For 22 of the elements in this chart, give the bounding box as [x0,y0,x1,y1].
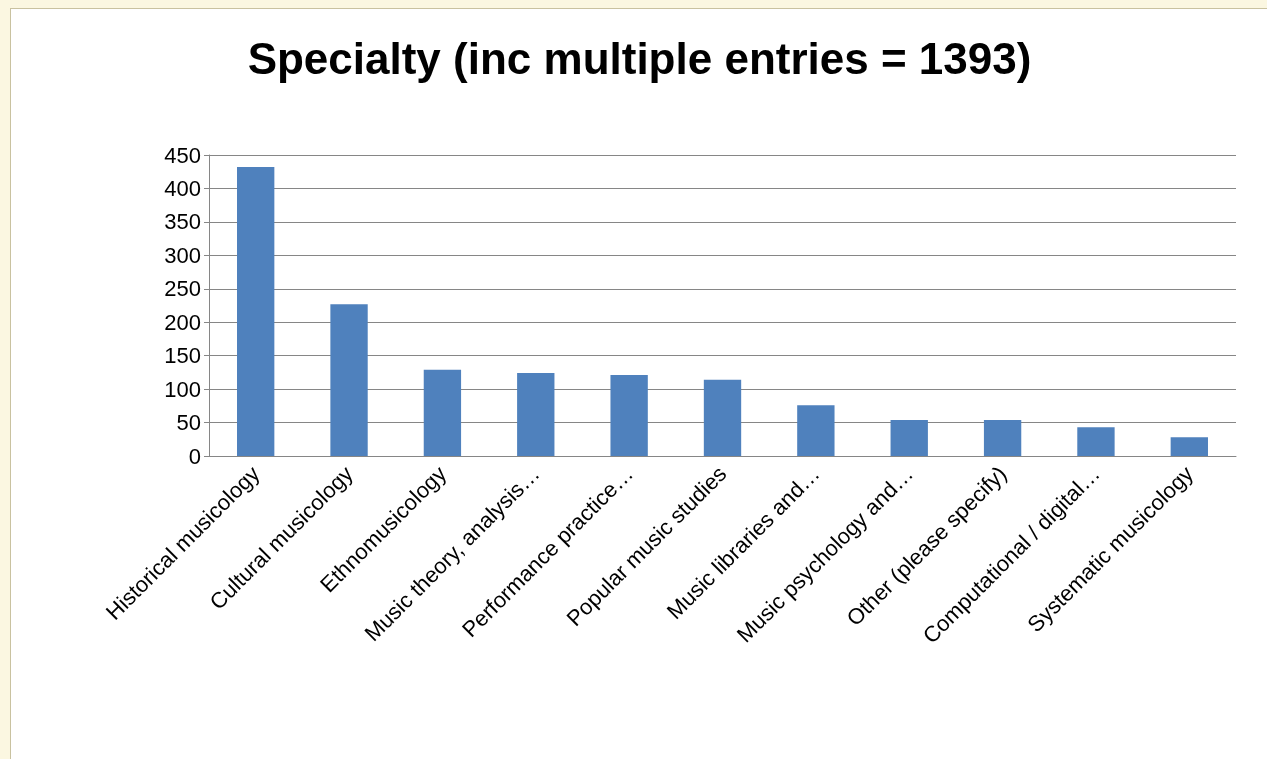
bar [423,369,462,456]
y-tick-label: 150 [164,343,201,369]
y-tick-label: 450 [164,142,201,168]
y-tick-label: 200 [164,309,201,335]
y-tick-label: 350 [164,209,201,235]
bar [797,405,835,456]
y-tick-label: 100 [164,376,201,402]
y-tick-label: 300 [164,242,201,268]
y-tick-label: 0 [188,443,201,469]
bar [890,419,928,456]
bar [237,167,275,456]
bar [1170,437,1208,456]
y-tick-label: 250 [164,276,201,302]
y-tick-label: 50 [176,410,201,436]
bar [1077,427,1115,456]
bar [610,375,648,456]
y-tick-label: 400 [164,175,201,201]
bar [330,304,368,456]
bar [703,379,742,456]
chart-title: Specialty (inc multiple entries = 1393) [247,33,1032,83]
bar [517,373,555,456]
bar [983,419,1022,456]
